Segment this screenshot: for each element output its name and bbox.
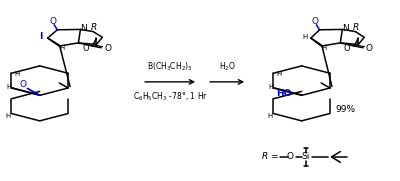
Text: H: H: [276, 71, 281, 77]
Text: R: R: [352, 23, 358, 32]
Text: O: O: [20, 80, 27, 89]
Text: I: I: [39, 32, 42, 41]
Text: H: H: [268, 113, 273, 119]
Text: H$_2$O: H$_2$O: [219, 60, 236, 73]
Text: R =: R =: [262, 152, 278, 161]
Text: H: H: [14, 71, 19, 77]
Text: R: R: [90, 23, 97, 32]
Text: O: O: [104, 44, 111, 53]
Text: O: O: [366, 44, 373, 53]
Text: H: H: [7, 84, 12, 90]
Text: B(CH$_3$CH$_2$)$_3$: B(CH$_3$CH$_2$)$_3$: [147, 60, 193, 73]
Text: O: O: [49, 17, 56, 26]
Text: H: H: [322, 45, 327, 51]
Text: Si: Si: [302, 152, 310, 161]
Text: HO: HO: [276, 89, 291, 98]
Text: N: N: [342, 24, 349, 33]
Text: O: O: [311, 17, 318, 26]
Text: H: H: [303, 34, 308, 40]
Text: H: H: [269, 84, 274, 90]
Text: N: N: [80, 24, 87, 33]
Text: O: O: [344, 43, 350, 52]
Text: 99%: 99%: [336, 105, 356, 114]
Text: O: O: [287, 152, 294, 161]
Text: O: O: [82, 43, 89, 52]
Text: H: H: [60, 45, 65, 51]
Text: C$_6$H$_5$CH$_3$ -78°, 1 Hr: C$_6$H$_5$CH$_3$ -78°, 1 Hr: [132, 91, 208, 103]
Text: H: H: [6, 113, 11, 119]
